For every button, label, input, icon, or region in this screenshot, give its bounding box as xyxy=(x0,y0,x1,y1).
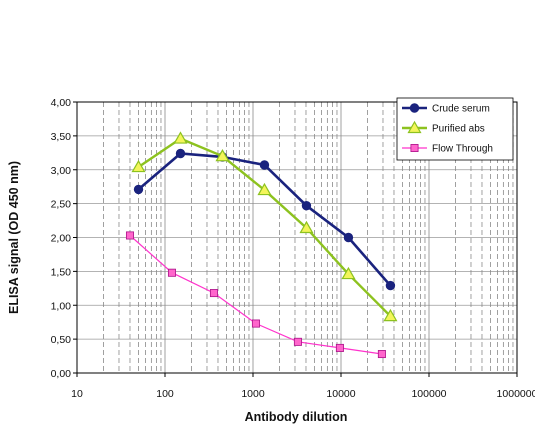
data-point xyxy=(335,343,344,352)
data-point xyxy=(343,232,354,243)
legend-swatch-marker xyxy=(410,143,419,152)
legend-swatch-marker xyxy=(409,103,420,113)
legend-label: Crude serum xyxy=(432,104,490,115)
legend: Crude serum Purified abs Flow Through xyxy=(396,97,514,161)
data-point xyxy=(377,350,386,359)
data-point xyxy=(131,159,146,173)
legend-item: Crude serum xyxy=(402,103,490,115)
x-axis-title: Antibody dilution xyxy=(245,410,348,424)
data-point xyxy=(209,289,218,298)
y-tick-label: 3,50 xyxy=(51,131,72,143)
series-flow-through xyxy=(125,231,386,359)
y-tick-label: 1,50 xyxy=(51,266,72,278)
y-tick-label: 2,00 xyxy=(51,233,72,245)
y-tick-label: 0,50 xyxy=(51,334,72,346)
y-tick-label: 0,00 xyxy=(51,368,72,380)
axes: 0,00 0,50 1,00 1,50 2,00 2,50 3,00 3,50 4,00 10 10… xyxy=(51,97,535,400)
data-point xyxy=(301,200,312,211)
x-tick-label: 100000 xyxy=(411,388,446,400)
data-point xyxy=(125,231,134,240)
data-point xyxy=(383,308,398,322)
series-crude-serum xyxy=(133,148,396,291)
y-tick-label: 3,00 xyxy=(51,165,72,177)
x-tick-label: 10 xyxy=(71,388,83,400)
legend-item: Flow Through xyxy=(402,144,493,155)
x-tick-label: 1000 xyxy=(241,388,265,400)
data-point xyxy=(133,184,144,195)
legend-swatch-marker xyxy=(407,120,422,134)
x-tick-label: 100 xyxy=(156,388,174,400)
data-point xyxy=(385,280,396,291)
data-point xyxy=(299,220,314,234)
data-point xyxy=(259,160,270,170)
x-tick-label: 1000000 xyxy=(497,388,535,400)
series-group xyxy=(125,131,398,359)
data-point xyxy=(175,148,186,159)
data-point xyxy=(341,266,356,280)
data-point xyxy=(251,319,260,328)
y-axis-title: ELISA signal (OD 450 nm) xyxy=(7,161,21,314)
data-point xyxy=(293,337,302,346)
x-tick-label: 10000 xyxy=(326,388,355,400)
legend-item: Purified abs xyxy=(402,120,485,135)
legend-label: Purified abs xyxy=(432,124,485,135)
series-line xyxy=(137,152,392,287)
data-point xyxy=(215,148,230,162)
series-line xyxy=(129,235,382,355)
y-tick-label: 2,50 xyxy=(51,199,72,211)
y-tick-label: 4,00 xyxy=(51,97,72,109)
data-point xyxy=(167,268,176,277)
data-point xyxy=(257,182,272,196)
legend-label: Flow Through xyxy=(432,144,493,155)
series-purified-abs xyxy=(131,131,398,322)
y-tick-label: 1,00 xyxy=(51,300,72,312)
data-point xyxy=(173,131,188,144)
